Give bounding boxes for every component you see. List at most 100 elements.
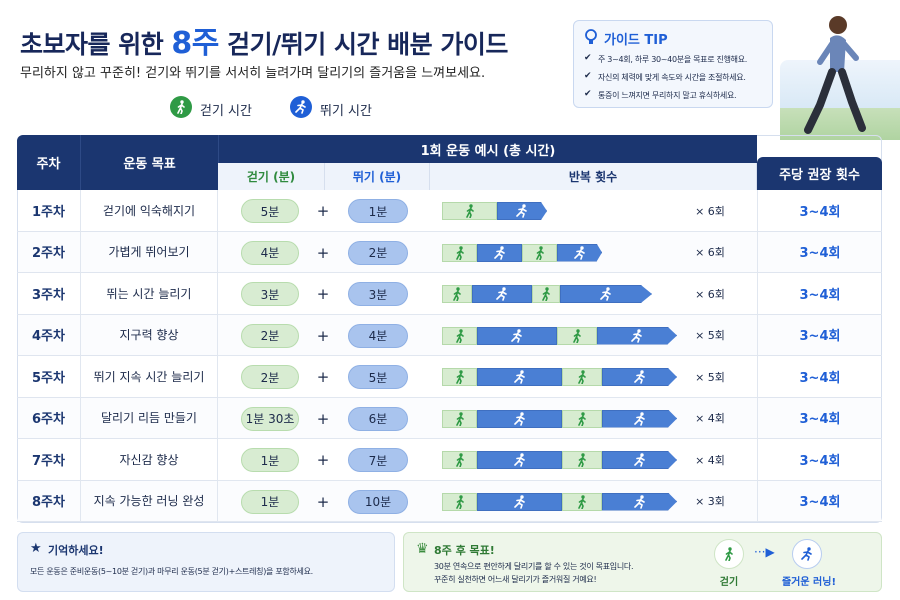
walk-segment — [442, 368, 477, 386]
walk-icon — [455, 328, 464, 343]
walk-time: 5분 — [241, 199, 299, 223]
run-segment — [477, 243, 522, 262]
walk-icon — [465, 204, 474, 218]
run-icon — [513, 453, 525, 467]
reps: × 5회 — [695, 370, 725, 384]
tip-item: 주 3~4회, 하루 30~40분을 목표로 진행해요. — [598, 55, 748, 64]
walk-icon — [578, 411, 586, 426]
walk-time: 2분 — [241, 323, 299, 348]
tip-check: ✔ — [584, 71, 592, 81]
reps: × 3회 — [695, 495, 725, 509]
run-segment — [560, 285, 652, 303]
freq: 3~4회 — [757, 397, 882, 439]
run-time: 2분 — [348, 240, 408, 265]
reps: × 4회 — [695, 453, 725, 467]
walk-time: 1분 — [241, 489, 299, 514]
walk-icon — [535, 245, 544, 260]
walk-icon — [725, 547, 733, 561]
title-post: 걷기/뛰기 시간 배분 가이드 — [218, 30, 508, 59]
walk-legend: 걷기 시간 — [200, 104, 252, 119]
run-segment — [477, 326, 557, 345]
tip-check: ✔ — [584, 53, 592, 63]
th-walk: 걷기 (분) — [218, 163, 325, 190]
plus: + — [316, 285, 330, 303]
plus: + — [316, 202, 330, 220]
freq: 3~4회 — [757, 314, 882, 356]
goal-line: 30분 연속으로 편안하게 달리기를 할 수 있는 것이 목표입니다. — [434, 562, 634, 571]
freq: 3~4회 — [757, 356, 882, 398]
run-segment — [602, 451, 677, 469]
run-icon — [493, 245, 505, 260]
tip-icon — [584, 29, 598, 49]
walk-segment — [562, 451, 602, 469]
goal-line: 꾸준히 실천하면 어느새 달리기가 즐거워질 거예요! — [434, 575, 597, 584]
row-bg — [18, 480, 881, 522]
rep-bar — [442, 368, 692, 386]
rep-bar — [442, 492, 692, 511]
rep-bar — [442, 202, 692, 220]
goal-from: 걷기 — [719, 577, 739, 588]
run-time: 6분 — [348, 406, 408, 431]
run-time: 7분 — [348, 448, 408, 472]
reps: × 6회 — [695, 204, 725, 218]
plus: + — [316, 243, 330, 262]
run-icon — [513, 411, 525, 426]
goal: 뛰기 지속 시간 늘리기 — [80, 356, 218, 398]
run-segment — [497, 202, 547, 220]
run-segment — [557, 243, 602, 262]
rep-bar — [442, 451, 692, 469]
run-icon — [633, 453, 645, 467]
walk-segment — [442, 202, 497, 220]
th-week: 주차 — [17, 135, 80, 190]
rep-bar — [442, 326, 692, 345]
plus: + — [316, 326, 330, 345]
walk-icon — [573, 328, 581, 343]
week: 8주차 — [17, 481, 80, 522]
run-icon — [600, 287, 611, 301]
reps: × 6회 — [695, 246, 725, 260]
tip-title: 가이드 TIP — [604, 33, 668, 48]
title-highlight: 8주 — [171, 26, 219, 61]
run-time: 1분 — [348, 199, 408, 223]
tip-item: 자신의 체력에 맞게 속도와 시간을 조절하세요. — [598, 73, 746, 82]
run-icon — [633, 494, 645, 509]
walk-segment — [562, 492, 602, 511]
goal: 지구력 향상 — [80, 314, 218, 356]
walk-time: 4분 — [241, 240, 299, 265]
tip-item: 통증이 느껴지면 무리하지 말고 휴식하세요. — [598, 91, 737, 100]
walk-time: 2분 — [241, 365, 299, 389]
plus: + — [316, 409, 330, 428]
week: 5주차 — [17, 356, 80, 398]
run-icon — [801, 547, 812, 561]
walk-icon — [455, 245, 464, 260]
run-time: 5분 — [348, 365, 408, 389]
freq: 3~4회 — [757, 273, 882, 315]
walk-icon — [177, 100, 185, 114]
walk-time: 1분 30초 — [241, 406, 299, 431]
th-example: 1회 운동 예시 (총 시간) — [218, 135, 757, 163]
title-pre: 초보자를 위한 — [20, 30, 172, 59]
walk-icon — [455, 453, 464, 467]
runner-illustration — [804, 16, 866, 134]
run-segment — [477, 368, 562, 386]
week: 4주차 — [17, 315, 80, 356]
walk-icon — [455, 411, 464, 426]
freq: 3~4회 — [757, 439, 882, 481]
walk-icon — [453, 287, 461, 301]
runner-figure — [800, 10, 870, 144]
run-legend-icon — [290, 96, 312, 118]
week: 6주차 — [17, 398, 80, 439]
run-time: 4분 — [348, 323, 408, 348]
run-time: 3분 — [348, 282, 408, 306]
run-segment — [602, 492, 677, 511]
run-icon — [511, 328, 522, 343]
run-time: 10분 — [348, 489, 408, 514]
goal: 달리기 리듬 만들기 — [80, 397, 218, 439]
freq: 3~4회 — [757, 190, 882, 232]
walk-segment — [562, 409, 602, 428]
run-segment — [477, 451, 562, 469]
walk-icon — [542, 287, 550, 301]
walk-segment — [442, 243, 477, 262]
run-segment — [477, 409, 562, 428]
goal: 지속 가능한 러닝 완성 — [80, 480, 218, 522]
